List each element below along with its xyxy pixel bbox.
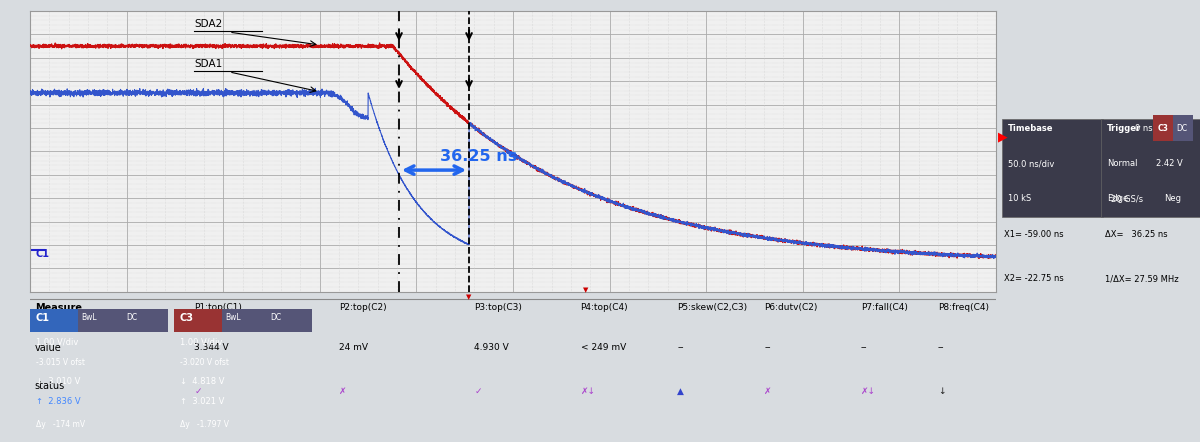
Text: ✗: ✗ bbox=[340, 387, 347, 396]
Text: Trigger: Trigger bbox=[1106, 124, 1141, 133]
Text: 10 kS: 10 kS bbox=[1008, 194, 1031, 203]
Text: X1= -59.00 ns: X1= -59.00 ns bbox=[1004, 230, 1063, 239]
Text: 36.25 ns: 36.25 ns bbox=[440, 149, 517, 164]
Text: -3.020 V ofst: -3.020 V ofst bbox=[180, 358, 228, 367]
Text: 1/ΔX= 27.59 MHz: 1/ΔX= 27.59 MHz bbox=[1105, 274, 1178, 283]
Text: 2.42 V: 2.42 V bbox=[1157, 159, 1183, 168]
Text: ↑  2.836 V: ↑ 2.836 V bbox=[36, 396, 80, 406]
Text: X2= -22.75 ns: X2= -22.75 ns bbox=[1004, 274, 1063, 283]
Text: ↓  3.010 V: ↓ 3.010 V bbox=[36, 377, 80, 386]
FancyBboxPatch shape bbox=[1002, 119, 1103, 217]
Text: P3:top(C3): P3:top(C3) bbox=[474, 303, 522, 312]
Text: Normal: Normal bbox=[1106, 159, 1138, 168]
Text: ✗↓: ✗↓ bbox=[581, 387, 595, 396]
Text: Neg: Neg bbox=[1164, 194, 1181, 203]
Text: 3.344 V: 3.344 V bbox=[194, 343, 229, 352]
Bar bbox=[124, 309, 168, 332]
Bar bbox=[78, 309, 124, 332]
Text: SDA1: SDA1 bbox=[194, 59, 222, 69]
Text: < 249 mV: < 249 mV bbox=[581, 343, 626, 352]
Text: Edge: Edge bbox=[1106, 194, 1128, 203]
Text: P8:freq(C4): P8:freq(C4) bbox=[938, 303, 989, 312]
Text: P2:top(C2): P2:top(C2) bbox=[340, 303, 386, 312]
Text: ✓: ✓ bbox=[474, 387, 482, 396]
Text: ▼: ▼ bbox=[467, 294, 472, 300]
Text: C1: C1 bbox=[36, 313, 49, 323]
Text: P6:dutv(C2): P6:dutv(C2) bbox=[764, 303, 817, 312]
Text: 4.930 V: 4.930 V bbox=[474, 343, 509, 352]
Text: Δy   -1.797 V: Δy -1.797 V bbox=[180, 419, 228, 429]
Text: SDA2: SDA2 bbox=[194, 19, 222, 30]
Bar bbox=[222, 309, 268, 332]
Text: DC: DC bbox=[127, 313, 138, 322]
Text: P5:skew(C2,C3): P5:skew(C2,C3) bbox=[677, 303, 748, 312]
Text: ↓  4.818 V: ↓ 4.818 V bbox=[180, 377, 224, 386]
Text: DC: DC bbox=[1176, 124, 1187, 133]
Text: Timebase: Timebase bbox=[1008, 124, 1054, 133]
Text: 1.00 V/div: 1.00 V/div bbox=[180, 338, 222, 347]
Text: --: -- bbox=[860, 343, 868, 352]
Text: 24 mV: 24 mV bbox=[340, 343, 368, 352]
Text: P7:fall(C4): P7:fall(C4) bbox=[860, 303, 907, 312]
Text: BwL: BwL bbox=[82, 313, 97, 322]
Text: BwL: BwL bbox=[226, 313, 241, 322]
Text: ▲: ▲ bbox=[677, 387, 684, 396]
Text: ▶: ▶ bbox=[998, 130, 1008, 144]
Text: 1.00 V/div: 1.00 V/div bbox=[36, 338, 78, 347]
Bar bbox=[174, 309, 222, 332]
Text: Measure: Measure bbox=[35, 303, 82, 313]
Text: ΔX=   36.25 ns: ΔX= 36.25 ns bbox=[1105, 230, 1168, 239]
Text: P1:top(C1): P1:top(C1) bbox=[194, 303, 242, 312]
Text: --: -- bbox=[677, 343, 684, 352]
Text: DC: DC bbox=[271, 313, 282, 322]
FancyBboxPatch shape bbox=[1102, 119, 1200, 217]
FancyBboxPatch shape bbox=[1174, 115, 1193, 141]
Text: -3.015 V ofst: -3.015 V ofst bbox=[36, 358, 84, 367]
Text: status: status bbox=[35, 381, 65, 391]
Text: 20 GS/s: 20 GS/s bbox=[1111, 194, 1144, 203]
Text: C3: C3 bbox=[1158, 124, 1169, 133]
Text: ✓: ✓ bbox=[194, 387, 202, 396]
Text: 50.0 ns/div: 50.0 ns/div bbox=[1008, 159, 1055, 168]
Bar bbox=[268, 309, 312, 332]
Text: --: -- bbox=[764, 343, 770, 352]
Bar bbox=[30, 309, 78, 332]
Text: ▼: ▼ bbox=[583, 287, 588, 293]
Text: C1: C1 bbox=[36, 249, 49, 259]
Text: ✗↓: ✗↓ bbox=[860, 387, 876, 396]
Text: 0 ns: 0 ns bbox=[1135, 124, 1152, 133]
Text: C3: C3 bbox=[180, 313, 193, 323]
Text: value: value bbox=[35, 343, 61, 353]
FancyBboxPatch shape bbox=[1153, 115, 1174, 141]
Text: Δy   -174 mV: Δy -174 mV bbox=[36, 419, 85, 429]
Text: --: -- bbox=[938, 343, 944, 352]
Text: ✗: ✗ bbox=[764, 387, 772, 396]
Text: P4:top(C4): P4:top(C4) bbox=[581, 303, 629, 312]
Text: ↑  3.021 V: ↑ 3.021 V bbox=[180, 396, 224, 406]
Text: ↓: ↓ bbox=[938, 387, 946, 396]
